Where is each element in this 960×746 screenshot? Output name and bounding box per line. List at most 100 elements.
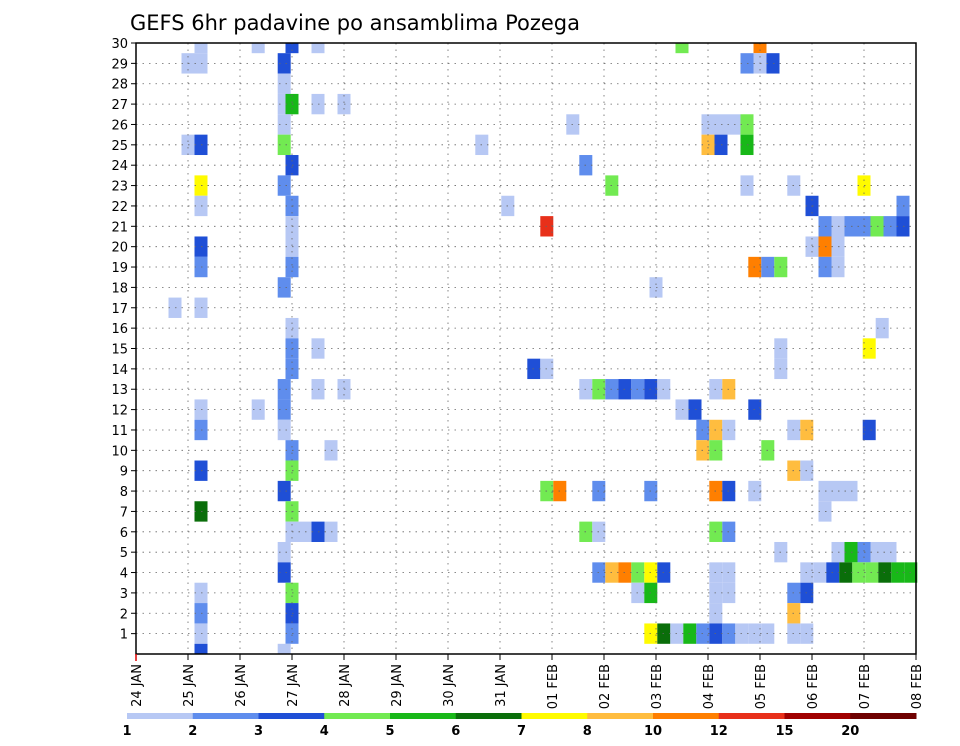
- x-tick-label: 30 JAN: [442, 664, 457, 707]
- x-tick-label: 25 JAN: [182, 664, 197, 707]
- colorbar-label: 12: [710, 724, 728, 739]
- y-tick-label: 16: [111, 322, 128, 337]
- y-axis: 1234567891011121314151617181920212223242…: [111, 37, 136, 643]
- x-tick-label: 02 FEB: [598, 664, 613, 709]
- y-tick-label: 11: [111, 424, 128, 439]
- colorbar-label: 15: [775, 724, 793, 739]
- y-tick-label: 7: [120, 505, 128, 520]
- x-tick-label: 07 FEB: [858, 664, 873, 709]
- precip-cell: [251, 43, 265, 54]
- y-tick-label: 17: [111, 302, 128, 317]
- x-tick-label: 03 FEB: [650, 664, 665, 709]
- y-tick-label: 14: [111, 363, 128, 378]
- y-tick-label: 13: [111, 383, 128, 398]
- precip-cell: [277, 541, 291, 563]
- precip-cell: [311, 43, 325, 54]
- y-tick-label: 8: [120, 485, 128, 500]
- precip-cell: [251, 399, 265, 420]
- precip-cell: [753, 43, 767, 54]
- y-tick-label: 6: [120, 526, 128, 541]
- colorbar-swatch: [127, 713, 194, 719]
- x-tick-label: 24 JAN: [130, 664, 145, 707]
- y-tick-label: 29: [111, 57, 128, 72]
- x-tick-label: 27 JAN: [286, 664, 301, 707]
- precip-cell: [277, 399, 291, 420]
- colorbar-label: 5: [385, 724, 394, 739]
- precip-cell: [277, 53, 291, 74]
- x-tick-label: 01 FEB: [546, 664, 561, 709]
- precip-cell: [194, 643, 208, 654]
- colorbar-swatch: [718, 713, 785, 719]
- colorbar-label: 3: [254, 724, 263, 739]
- colorbar-label: 8: [583, 724, 592, 739]
- y-tick-label: 22: [111, 200, 128, 215]
- precip-cell: [862, 419, 876, 441]
- precip-cell: [277, 419, 291, 441]
- colorbar-label: 20: [841, 724, 859, 739]
- y-tick-label: 9: [120, 465, 128, 480]
- colorbar-label: 10: [644, 724, 662, 739]
- colorbar-swatch: [850, 713, 917, 719]
- precip-cell: [277, 643, 291, 654]
- precip-cell: [285, 43, 299, 54]
- precip-cell: [277, 73, 291, 94]
- grid-layer: [136, 42, 916, 654]
- colorbar-label: 6: [451, 724, 460, 739]
- colorbar-swatch: [390, 713, 457, 719]
- y-tick-label: 5: [120, 546, 128, 561]
- colorbar-label: 1: [122, 724, 131, 739]
- y-tick-label: 3: [120, 587, 128, 602]
- y-tick-label: 23: [111, 180, 128, 195]
- y-tick-label: 24: [111, 159, 128, 174]
- colorbar-swatch: [324, 713, 391, 719]
- precip-cell: [875, 317, 889, 339]
- y-tick-label: 4: [120, 567, 128, 582]
- colorbar-swatch: [455, 713, 522, 719]
- colorbar-swatch: [784, 713, 851, 719]
- precip-cell: [277, 277, 291, 298]
- x-tick-label: 04 FEB: [702, 664, 717, 709]
- x-tick-label: 29 JAN: [390, 664, 405, 707]
- colorbar-swatch: [521, 713, 588, 719]
- precip-cell: [277, 175, 291, 196]
- y-tick-label: 10: [111, 444, 128, 459]
- x-tick-label: 06 FEB: [806, 664, 821, 709]
- y-tick-label: 12: [111, 404, 128, 419]
- y-tick-label: 19: [111, 261, 128, 276]
- y-tick-label: 26: [111, 118, 128, 133]
- x-tick-label: 28 JAN: [338, 664, 353, 707]
- colorbar-label: 4: [320, 724, 329, 739]
- colorbar-swatch: [587, 713, 654, 719]
- x-tick-label: 08 FEB: [910, 664, 925, 709]
- precip-cell: [277, 379, 291, 400]
- y-tick-label: 27: [111, 98, 128, 113]
- colorbar-swatch: [192, 713, 259, 719]
- y-tick-label: 25: [111, 139, 128, 154]
- colorbar-label: 7: [517, 724, 526, 739]
- x-axis: 24 JAN 25 JAN 26 JAN 27 JAN 28 JAN 29 JAN 30 J…: [130, 654, 925, 709]
- precip-cell: [675, 43, 689, 54]
- x-tick-label: 05 FEB: [754, 664, 769, 709]
- precip-cell: [277, 562, 291, 583]
- precip-cell: [277, 134, 291, 156]
- colorbar-label: 2: [188, 724, 197, 739]
- precip-cell: [194, 43, 208, 54]
- y-tick-label: 15: [111, 343, 128, 358]
- y-tick-label: 18: [111, 281, 128, 296]
- y-tick-label: 1: [120, 628, 128, 643]
- colorbar: 1 2 3 4 5 6 7 8 10 12 15 20: [122, 713, 917, 739]
- colorbar-swatch: [258, 713, 325, 719]
- y-tick-label: 20: [111, 241, 128, 256]
- y-tick-label: 21: [111, 220, 128, 235]
- x-tick-label: 26 JAN: [234, 664, 249, 707]
- chart-title: GEFS 6hr padavine po ansamblima Pozega: [130, 11, 580, 35]
- x-tick-label: 31 JAN: [494, 664, 509, 707]
- cells-layer: [168, 43, 918, 654]
- y-tick-label: 28: [111, 78, 128, 93]
- y-tick-label: 2: [120, 607, 128, 622]
- colorbar-swatch: [653, 713, 720, 719]
- y-tick-label: 30: [111, 37, 128, 52]
- precip-cell: [862, 338, 876, 359]
